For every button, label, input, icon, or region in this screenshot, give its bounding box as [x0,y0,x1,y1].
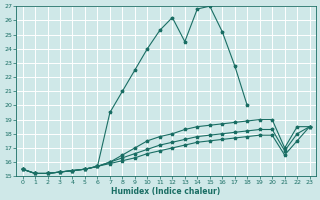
X-axis label: Humidex (Indice chaleur): Humidex (Indice chaleur) [111,187,221,196]
